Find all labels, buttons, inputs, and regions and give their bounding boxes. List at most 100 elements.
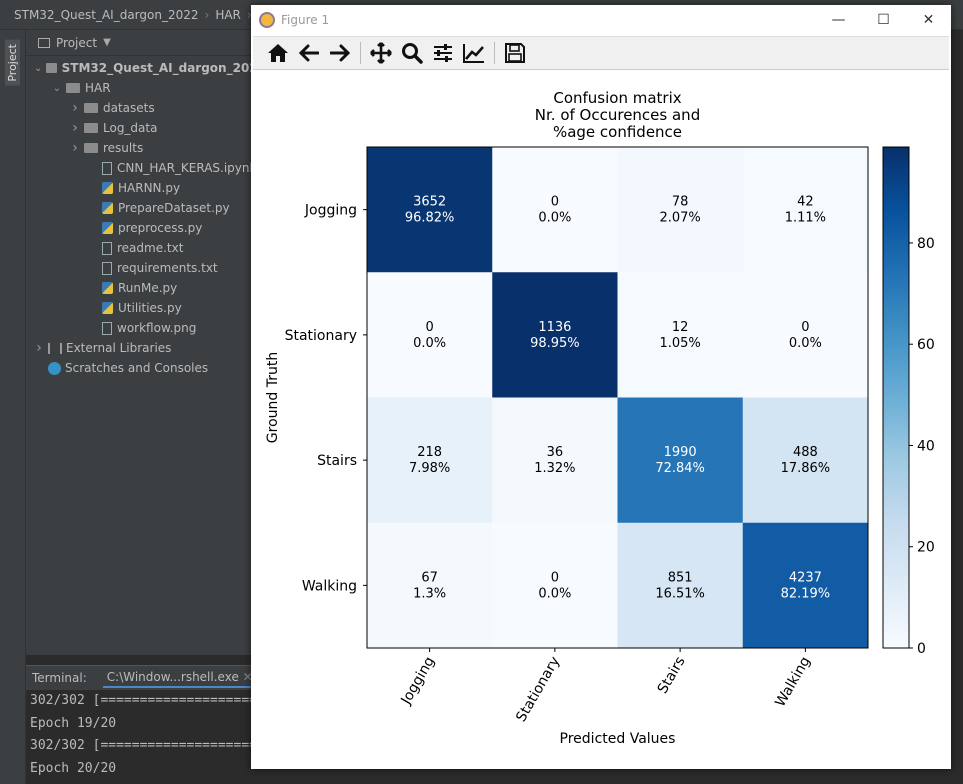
- close-icon[interactable]: ✕: [922, 12, 935, 28]
- chart-title: %age confidence: [553, 123, 682, 141]
- terminal-line: Epoch 19/20: [30, 715, 117, 731]
- matrix-cell: [742, 522, 869, 649]
- cell-count: 851: [668, 570, 693, 585]
- project-panel-header[interactable]: Project ▼: [26, 30, 266, 56]
- tree-item[interactable]: preprocess.py: [26, 218, 266, 238]
- terminal-tab[interactable]: C:\Window...rshell.exe ✕: [102, 668, 257, 688]
- cell-percent: 72.84%: [655, 461, 705, 476]
- project-panel: Project ▼ ⌄ STM32_Quest_AI_dargon_2022 ⌄ HA…: [26, 30, 266, 655]
- cell-count: 67: [421, 570, 438, 585]
- cell-count: 0: [551, 570, 559, 585]
- tree-item[interactable]: HARNN.py: [26, 178, 266, 198]
- chevron-right-icon[interactable]: ›: [72, 120, 78, 136]
- y-tick-label: Stationary: [285, 328, 357, 344]
- matrix-cell: [492, 272, 618, 398]
- chevron-right-icon[interactable]: ›: [72, 140, 78, 156]
- figure-toolbar: [253, 36, 949, 70]
- cell-count: 1990: [664, 445, 697, 460]
- matrix-cell: [617, 522, 744, 649]
- editor-edge: [950, 30, 963, 784]
- project-tool-button[interactable]: Project: [5, 40, 20, 86]
- cell-percent: 82.19%: [781, 586, 831, 601]
- cell-percent: 0.0%: [538, 586, 571, 601]
- tree-item-label: HAR: [85, 81, 111, 95]
- figure-title: Figure 1: [281, 13, 330, 27]
- cell-count: 0: [425, 320, 433, 335]
- cell-percent: 0.0%: [413, 336, 446, 351]
- close-icon[interactable]: ✕: [242, 670, 253, 684]
- folder-icon: [84, 143, 98, 153]
- cell-count: 0: [801, 320, 809, 335]
- tree-item[interactable]: ⌄ STM32_Quest_AI_dargon_2022: [26, 58, 266, 78]
- colorbar-tick-label: 80: [917, 236, 935, 252]
- scratches-icon: [48, 361, 61, 375]
- tree-item-label: Utilities.py: [118, 301, 182, 315]
- cell-count: 36: [547, 445, 564, 460]
- home-icon[interactable]: [265, 40, 291, 66]
- maximize-icon[interactable]: ☐: [877, 12, 890, 28]
- cell-percent: 17.86%: [781, 461, 831, 476]
- cell-percent: 1.05%: [659, 336, 700, 351]
- back-icon[interactable]: [296, 40, 322, 66]
- tree-item[interactable]: ⌄ HAR: [26, 78, 266, 98]
- matrix-cell: [367, 147, 493, 273]
- matrix-cell: [742, 147, 869, 273]
- terminal-label: Terminal:: [32, 671, 87, 685]
- tree-item[interactable]: › Log_data: [26, 118, 266, 138]
- chevron-down-icon[interactable]: ⌄: [52, 82, 62, 94]
- terminal-output[interactable]: 302/302 [==================== Epoch 19/2…: [26, 690, 963, 780]
- tree-item[interactable]: RunMe.py: [26, 278, 266, 298]
- breadcrumb-har[interactable]: HAR: [215, 7, 241, 22]
- folder-icon: [46, 63, 57, 73]
- chevron-down-icon[interactable]: ⌄: [34, 62, 43, 74]
- tree-item[interactable]: › datasets: [26, 98, 266, 118]
- tree-item[interactable]: readme.txt: [26, 238, 266, 258]
- pan-icon[interactable]: [368, 40, 394, 66]
- python-file-icon: [102, 202, 113, 214]
- x-tick-label: Stationary: [513, 654, 563, 725]
- python-file-icon: [102, 282, 113, 294]
- tree-item-label: requirements.txt: [117, 261, 218, 275]
- configure-icon[interactable]: [430, 40, 456, 66]
- plot-frame: [366, 146, 869, 649]
- minimize-icon[interactable]: —: [831, 12, 846, 28]
- edit-axis-icon[interactable]: [461, 40, 487, 66]
- colorbar-tick-label: 0: [917, 641, 926, 657]
- tree-item[interactable]: Scratches and Consoles: [26, 358, 266, 378]
- forward-icon[interactable]: [327, 40, 353, 66]
- tree-item[interactable]: › External Libraries: [26, 338, 266, 358]
- tree-item[interactable]: Utilities.py: [26, 298, 266, 318]
- colorbar-tick-label: 20: [917, 540, 935, 556]
- breadcrumb-separator: ›: [246, 7, 252, 22]
- tree-item[interactable]: CNN_HAR_KERAS.ipynb: [26, 158, 266, 178]
- tree-item[interactable]: requirements.txt: [26, 258, 266, 278]
- chevron-right-icon[interactable]: ›: [72, 100, 78, 116]
- cell-count: 218: [417, 445, 442, 460]
- breadcrumb-project[interactable]: STM32_Quest_AI_dargon_2022: [14, 7, 199, 22]
- colorbar-tick-label: 40: [917, 438, 935, 454]
- y-tick-label: Stairs: [317, 453, 357, 469]
- matrix-cell: [742, 397, 869, 524]
- tree-item-label: RunMe.py: [118, 281, 178, 295]
- chevron-right-icon[interactable]: ›: [36, 340, 42, 356]
- matrix-cell: [492, 397, 618, 524]
- figure-titlebar[interactable]: Figure 1 — ☐ ✕: [251, 5, 951, 35]
- matrix-cell: [492, 147, 618, 273]
- cell-count: 1136: [538, 320, 571, 335]
- tree-item[interactable]: › results: [26, 138, 266, 158]
- chart-title: Nr. of Occurences and: [535, 106, 700, 124]
- y-tick-label: Walking: [302, 578, 357, 594]
- terminal-line: 302/302 [====================: [30, 693, 257, 708]
- zoom-icon[interactable]: [399, 40, 425, 66]
- tree-item[interactable]: PrepareDataset.py: [26, 198, 266, 218]
- x-axis-label: Predicted Values: [560, 731, 676, 747]
- chevron-down-icon[interactable]: ▼: [103, 37, 111, 48]
- save-icon[interactable]: [502, 40, 528, 66]
- colorbar: [882, 146, 910, 649]
- matrix-cell: [367, 272, 493, 398]
- cell-count: 488: [793, 445, 818, 460]
- tree-item[interactable]: workflow.png: [26, 318, 266, 338]
- cell-percent: 16.51%: [655, 586, 705, 601]
- tree-item-label: Scratches and Consoles: [65, 361, 209, 375]
